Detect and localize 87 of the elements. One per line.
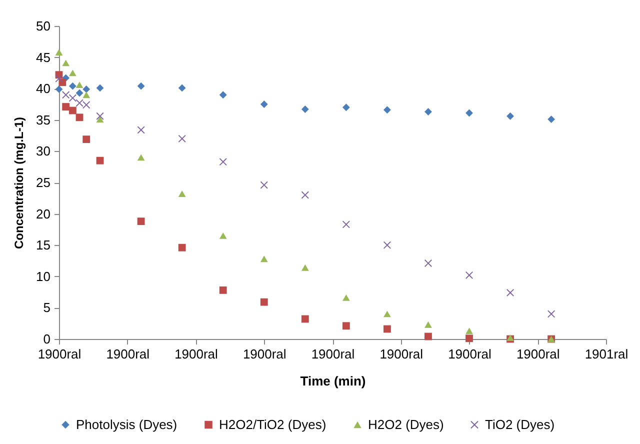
point — [76, 82, 84, 88]
point — [68, 70, 76, 76]
y-tick-label: 30 — [36, 144, 50, 159]
point — [466, 334, 473, 342]
point — [55, 74, 63, 82]
point — [506, 288, 514, 296]
x-axis-title: Time (min) — [300, 374, 366, 388]
point — [178, 244, 186, 252]
x-tick-label: 1900ral — [174, 346, 218, 362]
point — [342, 220, 350, 228]
legend-label: TiO2 (Dyes) — [485, 416, 555, 432]
point — [58, 78, 66, 86]
point — [301, 191, 309, 199]
legend-label: H2O2 (Dyes) — [368, 416, 444, 432]
point — [96, 116, 104, 122]
x-tick-label: 1900ral — [380, 346, 424, 362]
point — [96, 156, 104, 164]
x-tick-label: 1900ral — [311, 346, 355, 362]
point — [219, 158, 227, 166]
x-tick-label: 1900ral — [242, 346, 286, 362]
point — [342, 104, 350, 112]
x-tick-label: 1900ral — [38, 346, 82, 362]
x-tick-label: 1900ral — [106, 346, 150, 362]
point — [76, 114, 84, 122]
point — [178, 134, 186, 142]
point — [383, 310, 391, 318]
x-tick-label: 1900ral — [448, 346, 492, 362]
point — [260, 298, 268, 306]
y-tick-label: 0 — [43, 332, 50, 346]
point — [137, 126, 145, 134]
y-tick-label: 35 — [36, 112, 50, 128]
point — [342, 322, 350, 330]
point — [82, 136, 90, 144]
point — [466, 328, 473, 334]
point — [424, 332, 432, 340]
point — [137, 154, 145, 161]
y-tick-label: 10 — [36, 268, 50, 284]
point — [62, 60, 70, 66]
point — [55, 49, 63, 56]
y-axis-title: Concentration (mg.L-1) — [12, 117, 26, 249]
point — [62, 103, 70, 110]
point — [82, 86, 90, 93]
y-tick-label: 25 — [36, 175, 50, 190]
point — [506, 112, 514, 120]
y-tick-label: 5 — [43, 300, 50, 316]
y-tick-label: 15 — [36, 238, 50, 253]
point — [68, 94, 76, 102]
point — [548, 116, 556, 123]
point — [76, 89, 84, 97]
point — [137, 218, 145, 226]
point — [548, 310, 556, 318]
x-tick-label: 1901ral — [584, 346, 628, 362]
legend-label: Photolysis (Dyes) — [76, 416, 178, 432]
point — [68, 82, 76, 90]
point — [178, 84, 186, 92]
point — [219, 91, 227, 99]
point — [383, 106, 391, 114]
point — [68, 106, 76, 114]
point — [466, 271, 473, 279]
point — [260, 181, 268, 189]
legend-label: H2O2/TiO2 (Dyes) — [219, 416, 326, 432]
y-tick-label: 45 — [36, 50, 50, 65]
x-tick-label: 1900ral — [516, 346, 560, 362]
point — [260, 256, 268, 262]
point — [82, 101, 90, 109]
y-tick-label: 50 — [36, 18, 50, 34]
point — [383, 325, 391, 333]
point — [137, 82, 145, 90]
y-tick-label: 20 — [36, 206, 50, 222]
point — [424, 260, 432, 267]
point — [178, 190, 186, 197]
point — [424, 321, 432, 328]
point — [219, 232, 227, 239]
point — [301, 315, 309, 323]
point — [424, 108, 432, 116]
point — [301, 264, 309, 271]
point — [260, 100, 268, 108]
point — [219, 286, 227, 294]
point — [82, 92, 90, 98]
point — [301, 106, 309, 113]
point — [96, 84, 104, 92]
point — [76, 99, 84, 107]
y-tick-label: 40 — [36, 81, 50, 96]
point — [383, 241, 391, 249]
point — [96, 112, 104, 120]
point — [62, 91, 70, 99]
point — [342, 294, 350, 301]
